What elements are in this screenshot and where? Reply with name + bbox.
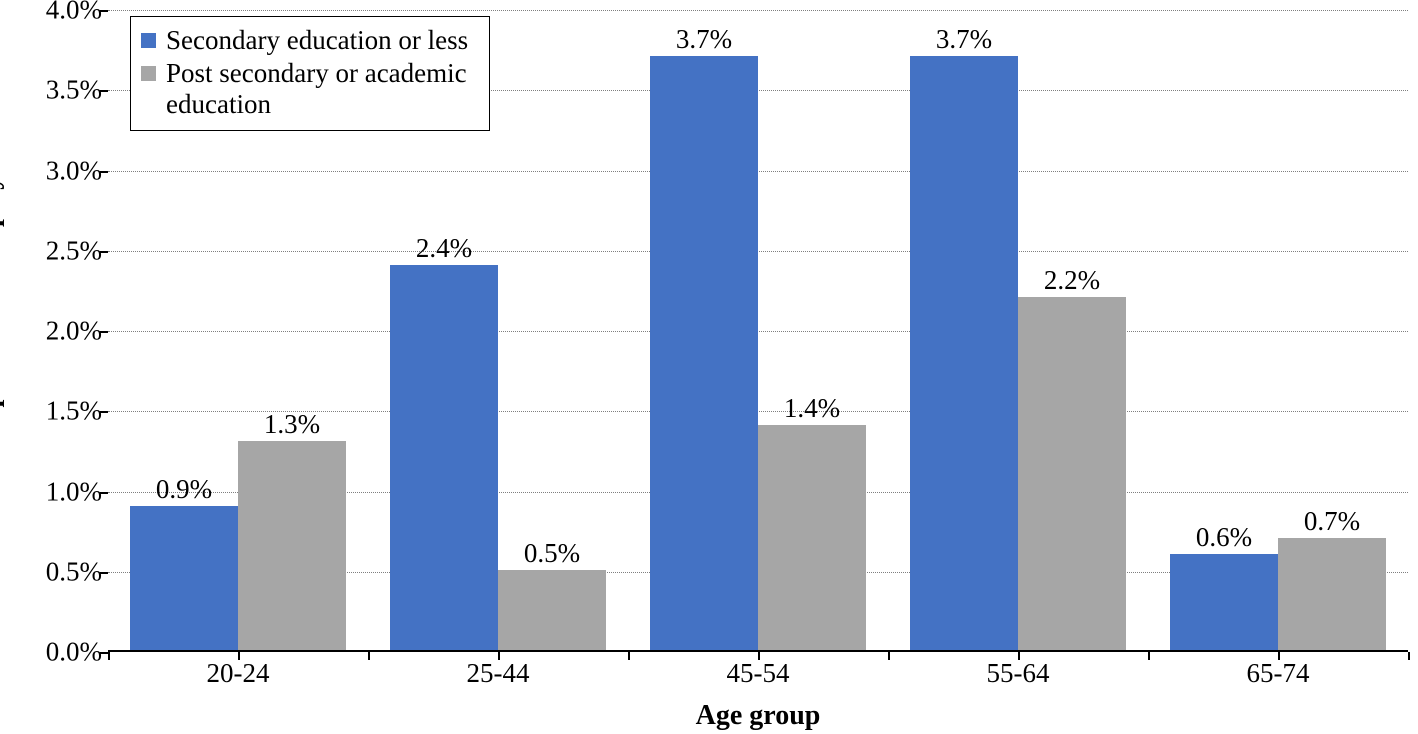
y-tick-label: 2.0% — [12, 316, 102, 347]
bar-data-label: 0.9% — [156, 474, 212, 505]
bar-data-label: 0.5% — [524, 538, 580, 569]
x-tick-mark-boundary — [628, 652, 630, 660]
y-tick-mark — [100, 171, 108, 173]
x-tick-mark — [758, 652, 760, 660]
bar-data-label: 1.3% — [264, 409, 320, 440]
gridline — [108, 251, 1408, 252]
legend-label-1: Post secondary or academic education — [166, 58, 479, 120]
y-tick-mark — [100, 411, 108, 413]
x-tick-mark-boundary — [888, 652, 890, 660]
bar — [1170, 554, 1278, 650]
bar-data-label: 0.6% — [1196, 522, 1252, 553]
bar-data-label: 2.2% — [1044, 265, 1100, 296]
y-tick-mark — [100, 492, 108, 494]
y-tick-mark — [100, 652, 108, 654]
y-tick-label: 4.0% — [12, 0, 102, 26]
legend-swatch-0 — [141, 33, 156, 48]
y-tick-mark — [100, 572, 108, 574]
bar — [650, 56, 758, 650]
x-tick-mark-boundary — [108, 652, 110, 660]
y-tick-label: 3.5% — [12, 75, 102, 106]
bar — [498, 570, 606, 650]
y-tick-mark — [100, 10, 108, 12]
y-tick-label: 1.5% — [12, 396, 102, 427]
bar — [238, 441, 346, 650]
x-tick-mark-boundary — [1148, 652, 1150, 660]
x-tick-label: 55-64 — [987, 658, 1050, 689]
y-axis-title: Share of persons not employed — [0, 148, 6, 515]
x-tick-mark — [1278, 652, 1280, 660]
x-axis-title: Age group — [696, 700, 821, 732]
x-tick-mark-boundary — [1408, 652, 1410, 660]
bar-data-label: 3.7% — [936, 24, 992, 55]
legend: Secondary education or less Post seconda… — [130, 16, 490, 131]
bar — [390, 265, 498, 650]
chart-container: Share of persons not employed Age group … — [0, 0, 1418, 734]
bar — [130, 506, 238, 650]
x-tick-mark — [238, 652, 240, 660]
bar — [758, 425, 866, 650]
y-tick-label: 3.0% — [12, 155, 102, 186]
legend-item-1: Post secondary or academic education — [141, 58, 479, 120]
x-tick-mark — [1018, 652, 1020, 660]
gridline — [108, 171, 1408, 172]
y-tick-mark — [100, 251, 108, 253]
x-tick-label: 65-74 — [1247, 658, 1310, 689]
bar — [910, 56, 1018, 650]
gridline — [108, 331, 1408, 332]
legend-swatch-1 — [141, 66, 156, 81]
y-tick-mark — [100, 90, 108, 92]
legend-label-0: Secondary education or less — [166, 25, 479, 56]
y-tick-label: 2.5% — [12, 235, 102, 266]
y-tick-mark — [100, 331, 108, 333]
y-tick-label: 0.5% — [12, 556, 102, 587]
bar-data-label: 1.4% — [784, 393, 840, 424]
bar-data-label: 3.7% — [676, 24, 732, 55]
bar — [1018, 297, 1126, 650]
bar-data-label: 0.7% — [1304, 506, 1360, 537]
y-tick-label: 0.0% — [12, 637, 102, 668]
gridline — [108, 10, 1408, 11]
x-tick-label: 20-24 — [207, 658, 270, 689]
x-tick-mark — [498, 652, 500, 660]
x-tick-mark-boundary — [368, 652, 370, 660]
bar-data-label: 2.4% — [416, 233, 472, 264]
x-tick-label: 25-44 — [467, 658, 530, 689]
legend-item-0: Secondary education or less — [141, 25, 479, 56]
bar — [1278, 538, 1386, 650]
x-tick-label: 45-54 — [727, 658, 790, 689]
y-tick-label: 1.0% — [12, 476, 102, 507]
